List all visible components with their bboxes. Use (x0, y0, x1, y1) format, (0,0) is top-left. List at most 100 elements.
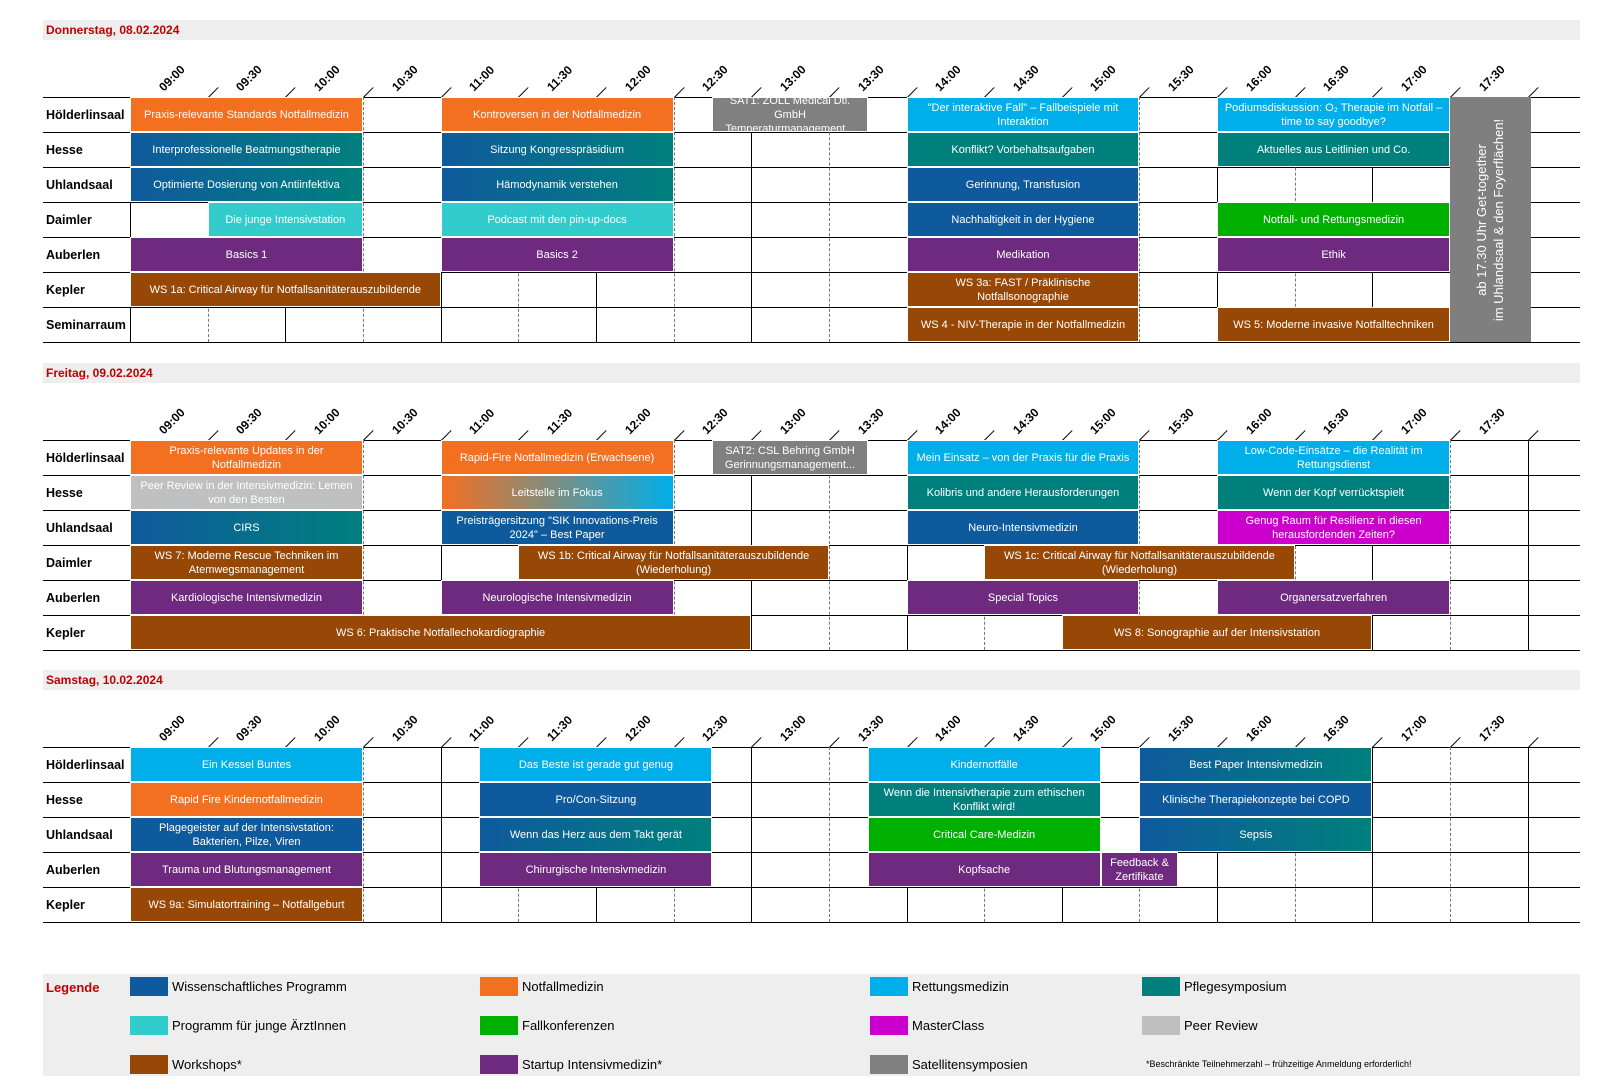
time-label: 16:00 (1242, 712, 1275, 744)
session-block[interactable]: "Der interaktive Fall" – Fallbeispiele m… (906, 97, 1140, 132)
grid-col-line (828, 440, 830, 650)
session-block[interactable]: Das Beste ist gerade gut genug (479, 747, 713, 782)
session-block[interactable]: Feedback & Zertifikate (1100, 852, 1179, 887)
session-block[interactable]: WS 1c: Critical Airway für Notfallsanitä… (984, 545, 1295, 580)
time-label: 09:00 (155, 405, 188, 437)
session-block[interactable]: WS 4 - NIV-Therapie in der Notfallmedizi… (906, 307, 1140, 342)
session-block[interactable]: Wenn der Kopf verrücktspielt (1217, 475, 1451, 510)
time-label: 09:30 (233, 712, 266, 744)
session-block[interactable]: Rapid-Fire Notfallmedizin (Erwachsene) (440, 440, 674, 475)
session-block[interactable]: Nachhaltigkeit in der Hygiene (906, 202, 1140, 237)
time-label: 14:30 (1009, 405, 1042, 437)
time-label: 16:30 (1320, 62, 1353, 94)
session-block[interactable]: Optimierte Dosierung von Antiinfektiva (130, 167, 363, 202)
grid-row-line (43, 132, 1580, 133)
session-block[interactable]: Sitzung Kongresspräsidium (440, 132, 674, 167)
time-label: 14:00 (932, 712, 964, 744)
room-label: Auberlen (46, 248, 101, 262)
grid-col-line (1372, 440, 1374, 650)
session-block[interactable]: Neuro-Intensivmedizin (906, 510, 1140, 545)
session-block[interactable]: Kolibris und andere Herausforderungen (906, 475, 1140, 510)
session-block[interactable]: Wenn das Herz aus dem Takt gerät (479, 817, 713, 852)
session-block[interactable]: Basics 2 (440, 237, 674, 272)
session-block[interactable]: Sepsis (1139, 817, 1373, 852)
session-block[interactable]: Ein Kessel Buntes (130, 747, 363, 782)
grid-col-line (1527, 747, 1529, 922)
session-block[interactable]: CIRS (130, 510, 363, 545)
legend-label: Pflegesymposium (1184, 979, 1287, 994)
session-block[interactable]: Die junge Intensivstation (207, 202, 363, 237)
legend-label: Startup Intensivmedizin* (522, 1057, 663, 1072)
session-block[interactable]: Best Paper Intensivmedizin (1139, 747, 1373, 782)
session-block[interactable]: Plagegeister auf der Intensivstation: Ba… (130, 817, 363, 852)
session-block[interactable]: WS 8: Sonographie auf der Intensivstatio… (1061, 615, 1373, 650)
time-label: 11:00 (466, 712, 498, 744)
session-block[interactable]: WS 1a: Critical Airway für Notfallsanitä… (130, 272, 441, 307)
session-block[interactable]: Kopfsache (867, 852, 1101, 887)
session-block[interactable]: SAT1: ZOLL Medical Dtl. GmbH Temperaturm… (712, 97, 868, 132)
session-block[interactable]: Notfall- und Rettungsmedizin (1217, 202, 1451, 237)
legend-label: Rettungsmedizin (912, 979, 1009, 994)
time-label: 09:30 (233, 405, 266, 437)
session-block[interactable]: Chirurgische Intensivmedizin (479, 852, 713, 887)
session-block[interactable]: WS 5: Moderne invasive Notfalltechniken (1217, 307, 1451, 342)
session-block[interactable]: Klinische Therapiekonzepte bei COPD (1139, 782, 1373, 817)
session-block[interactable]: Medikation (906, 237, 1140, 272)
session-block[interactable]: Leitstelle im Fokus (440, 475, 674, 510)
session-block[interactable]: WS 3a: FAST / Präklinische Notfallsonogr… (906, 272, 1140, 307)
grid-col-line (1450, 747, 1452, 922)
day-header: Freitag, 09.02.2024 (43, 363, 1580, 383)
session-block[interactable]: Genug Raum für Resilienz in diesen herau… (1217, 510, 1451, 545)
session-block[interactable]: WS 7: Moderne Rescue Techniken im Atemwe… (130, 545, 363, 580)
session-block[interactable]: Pro/Con-Sitzung (479, 782, 713, 817)
session-block[interactable]: Praxis-relevante Standards Notfallmedizi… (130, 97, 363, 132)
session-block[interactable]: SAT2: CSL Behring GmbH Gerinnungsmanagem… (712, 440, 868, 475)
session-block[interactable]: Mein Einsatz – von der Praxis für die Pr… (906, 440, 1140, 475)
session-block[interactable]: Aktuelles aus Leitlinien und Co. (1217, 132, 1451, 167)
session-block[interactable]: Critical Care-Medizin (867, 817, 1101, 852)
session-block[interactable]: Gerinnung, Transfusion (906, 167, 1140, 202)
grid-row-line (43, 510, 1580, 511)
session-block[interactable]: Basics 1 (130, 237, 363, 272)
time-label: 14:30 (1009, 62, 1042, 94)
day-title: Freitag, 09.02.2024 (46, 366, 153, 380)
session-block[interactable]: Neurologische Intensivmedizin (440, 580, 674, 615)
get-together-banner: ab 17.30 Uhr Get-together im Uhlandsaal … (1450, 97, 1531, 342)
session-block[interactable]: Rapid Fire Kindernotfallmedizin (130, 782, 363, 817)
grid-row-line (43, 580, 1580, 581)
time-label: 15:30 (1165, 712, 1197, 744)
session-block[interactable]: Podcast mit den pin-up-docs (440, 202, 674, 237)
room-label: Kepler (46, 626, 85, 640)
legend-swatch (480, 977, 518, 996)
session-block[interactable]: WS 9a: Simulatortraining – Notfallgeburt (130, 887, 363, 922)
session-block[interactable]: Praxis-relevante Updates in der Notfallm… (130, 440, 363, 475)
session-block[interactable]: WS 1b: Critical Airway für Notfallsanitä… (518, 545, 829, 580)
day-header: Donnerstag, 08.02.2024 (43, 20, 1580, 40)
time-label: 10:30 (388, 712, 421, 744)
session-block[interactable]: Wenn die Intensivtherapie zum ethischen … (867, 782, 1101, 817)
session-block[interactable]: Kontroversen in der Notfallmedizin (440, 97, 674, 132)
time-label: 15:30 (1165, 405, 1197, 437)
session-block[interactable]: Podiumsdiskussion: O₂ Therapie im Notfal… (1217, 97, 1451, 132)
time-label: 10:30 (388, 405, 421, 437)
session-block[interactable]: Kindernotfälle (867, 747, 1101, 782)
session-block[interactable]: Konflikt? Vorbehaltsaufgaben (906, 132, 1140, 167)
session-block[interactable]: Kardiologische Intensivmedizin (130, 580, 363, 615)
session-block[interactable]: Ethik (1217, 237, 1451, 272)
session-block[interactable]: Peer Review in der Intensivmedizin: Lern… (130, 475, 363, 510)
grid-col-line (751, 747, 753, 922)
session-block[interactable]: Interprofessionelle Beatmungstherapie (130, 132, 363, 167)
day-title: Samstag, 10.02.2024 (46, 673, 163, 687)
time-label: 12:00 (621, 405, 654, 437)
time-label: 09:00 (155, 62, 188, 94)
session-block[interactable]: Hämodynamik verstehen (440, 167, 674, 202)
session-block[interactable]: Organersatzverfahren (1217, 580, 1451, 615)
session-block[interactable]: Special Topics (906, 580, 1140, 615)
session-block[interactable]: Trauma und Blutungsmanagement (130, 852, 363, 887)
session-block[interactable]: Low-Code-Einsätze – die Realität im Rett… (1217, 440, 1451, 475)
session-block[interactable]: Preisträgersitzung "SIK Innovations-Prei… (440, 510, 674, 545)
legend-footnote: *Beschränkte Teilnehmerzahl – frühzeitig… (1146, 1059, 1412, 1069)
grid-row-line (43, 272, 1580, 273)
grid-row-line (43, 852, 1580, 853)
session-block[interactable]: WS 6: Praktische Notfallechokardiographi… (130, 615, 752, 650)
